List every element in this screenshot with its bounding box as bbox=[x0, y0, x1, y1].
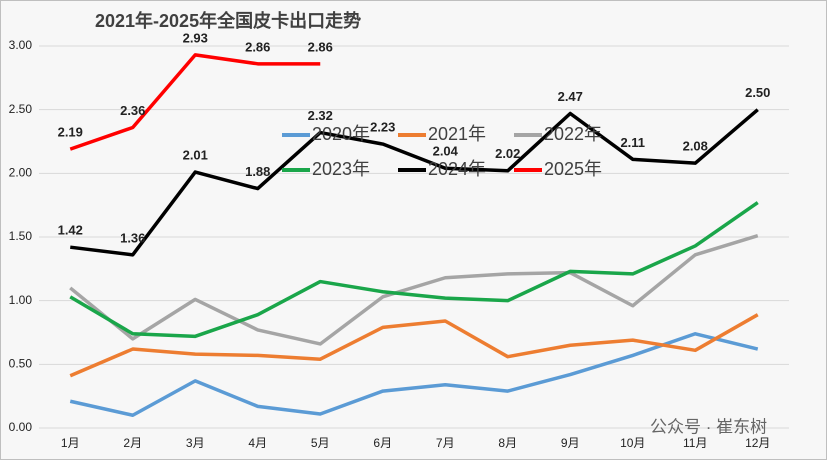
data-label: 2.93 bbox=[183, 30, 208, 45]
data-label: 1.42 bbox=[58, 223, 83, 238]
x-tick-label: 2月 bbox=[123, 436, 142, 450]
x-tick-label: 7月 bbox=[436, 436, 455, 450]
x-tick-label: 10月 bbox=[620, 436, 645, 450]
data-label: 2.36 bbox=[120, 103, 145, 118]
series-line bbox=[69, 234, 759, 346]
watermark: 公众号 · 崔东树 bbox=[650, 417, 767, 436]
data-label: 2.19 bbox=[58, 125, 83, 140]
chart-title: 2021年-2025年全国皮卡出口走势 bbox=[95, 10, 361, 31]
data-label: 2.04 bbox=[433, 144, 459, 159]
data-label: 2.86 bbox=[308, 39, 333, 54]
data-label: 2.08 bbox=[683, 139, 708, 154]
x-tick-label: 3月 bbox=[186, 436, 205, 450]
y-tick-label: 0.00 bbox=[9, 420, 33, 434]
data-label: 1.88 bbox=[245, 164, 270, 179]
legend-label: 2022年 bbox=[544, 124, 602, 144]
x-tick-label: 5月 bbox=[311, 436, 330, 450]
series-line bbox=[70, 108, 759, 257]
data-label: 2.32 bbox=[308, 108, 333, 123]
x-tick-label: 12月 bbox=[745, 436, 770, 450]
y-tick-label: 2.00 bbox=[9, 166, 33, 180]
x-tick-label: 9月 bbox=[561, 436, 580, 450]
legend-label: 2024年 bbox=[428, 159, 486, 179]
data-label: 2.11 bbox=[620, 135, 645, 150]
data-label: 2.86 bbox=[245, 39, 270, 54]
x-tick-label: 1月 bbox=[61, 436, 80, 450]
data-label: 2.47 bbox=[558, 89, 583, 104]
x-tick-label: 11月 bbox=[683, 436, 707, 450]
data-label: 2.23 bbox=[370, 119, 395, 134]
data-label: 2.50 bbox=[745, 85, 770, 100]
x-tick-label: 6月 bbox=[373, 436, 392, 450]
x-tick-label: 4月 bbox=[248, 436, 267, 450]
legend-label: 2021年 bbox=[428, 124, 486, 144]
data-label: 2.01 bbox=[183, 147, 208, 162]
series-line bbox=[69, 53, 321, 151]
data-label: 1.36 bbox=[120, 230, 145, 245]
legend-label: 2020年 bbox=[312, 124, 370, 144]
series-line bbox=[69, 332, 759, 418]
y-tick-label: 1.00 bbox=[9, 293, 33, 307]
y-tick-label: 1.50 bbox=[9, 229, 33, 243]
x-tick-label: 8月 bbox=[498, 436, 517, 450]
y-tick-label: 3.00 bbox=[9, 38, 33, 52]
legend-label: 2025年 bbox=[544, 159, 602, 179]
y-tick-label: 2.50 bbox=[9, 102, 33, 116]
y-tick-label: 0.50 bbox=[9, 357, 33, 371]
legend-label: 2023年 bbox=[312, 159, 370, 179]
series-line bbox=[69, 313, 759, 378]
series-line bbox=[69, 201, 759, 339]
data-label: 2.02 bbox=[495, 146, 520, 161]
